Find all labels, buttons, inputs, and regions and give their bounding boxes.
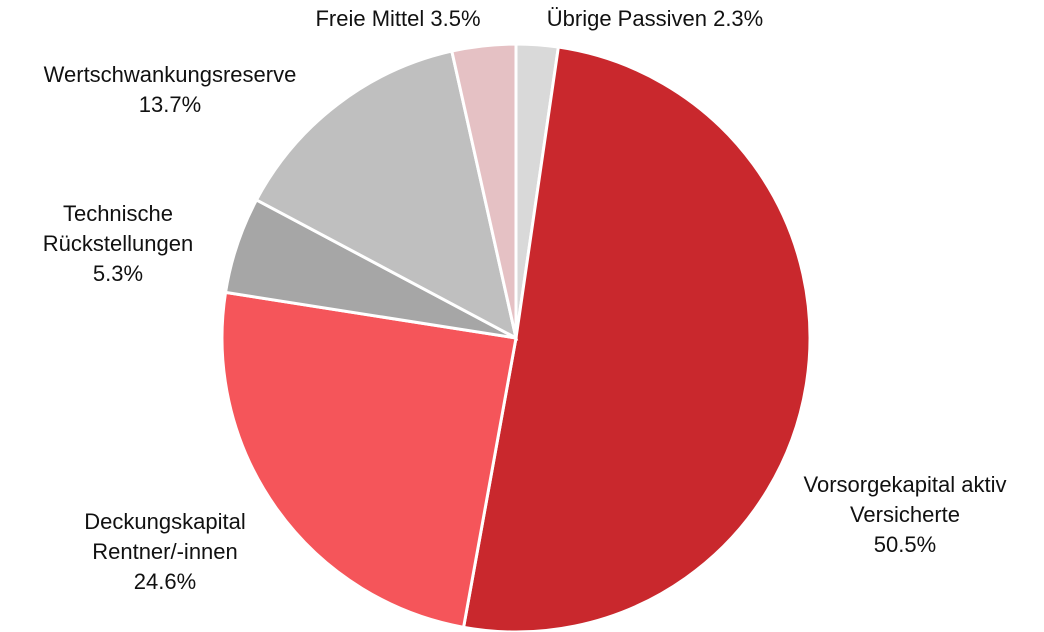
slice-label: Vorsorgekapital aktiv Versicherte 50.5% <box>780 470 1030 560</box>
slice-label: Übrige Passiven 2.3% <box>505 4 805 34</box>
pie-slice <box>254 49 519 341</box>
slice-label: Technische Rückstellungen 5.3% <box>33 199 203 289</box>
category-name: Freie Mittel <box>315 6 425 31</box>
value-label: 5.3% <box>92 261 144 286</box>
value-label: 2.3% <box>713 6 764 31</box>
pie-slice <box>461 45 812 632</box>
pie-slice <box>450 42 518 339</box>
category-name: Deckungskapital Rentner/-innen <box>84 509 246 564</box>
category-name: Technische Rückstellungen <box>42 201 194 256</box>
value-label: 24.6% <box>133 569 197 594</box>
pie-slice <box>220 290 518 630</box>
category-name: Wertschwankungsreserve <box>43 62 297 87</box>
slice-label: Freie Mittel 3.5% <box>278 4 518 34</box>
value-label: 3.5% <box>430 6 481 31</box>
category-name: Vorsorgekapital aktiv Versicherte <box>803 472 1007 527</box>
slice-label: Deckungskapital Rentner/-innen 24.6% <box>55 507 275 597</box>
category-name: Übrige Passiven <box>546 6 707 31</box>
value-label: 50.5% <box>873 532 937 557</box>
value-label: 13.7% <box>138 92 202 117</box>
slice-label: Wertschwankungsreserve 13.7% <box>25 60 315 120</box>
